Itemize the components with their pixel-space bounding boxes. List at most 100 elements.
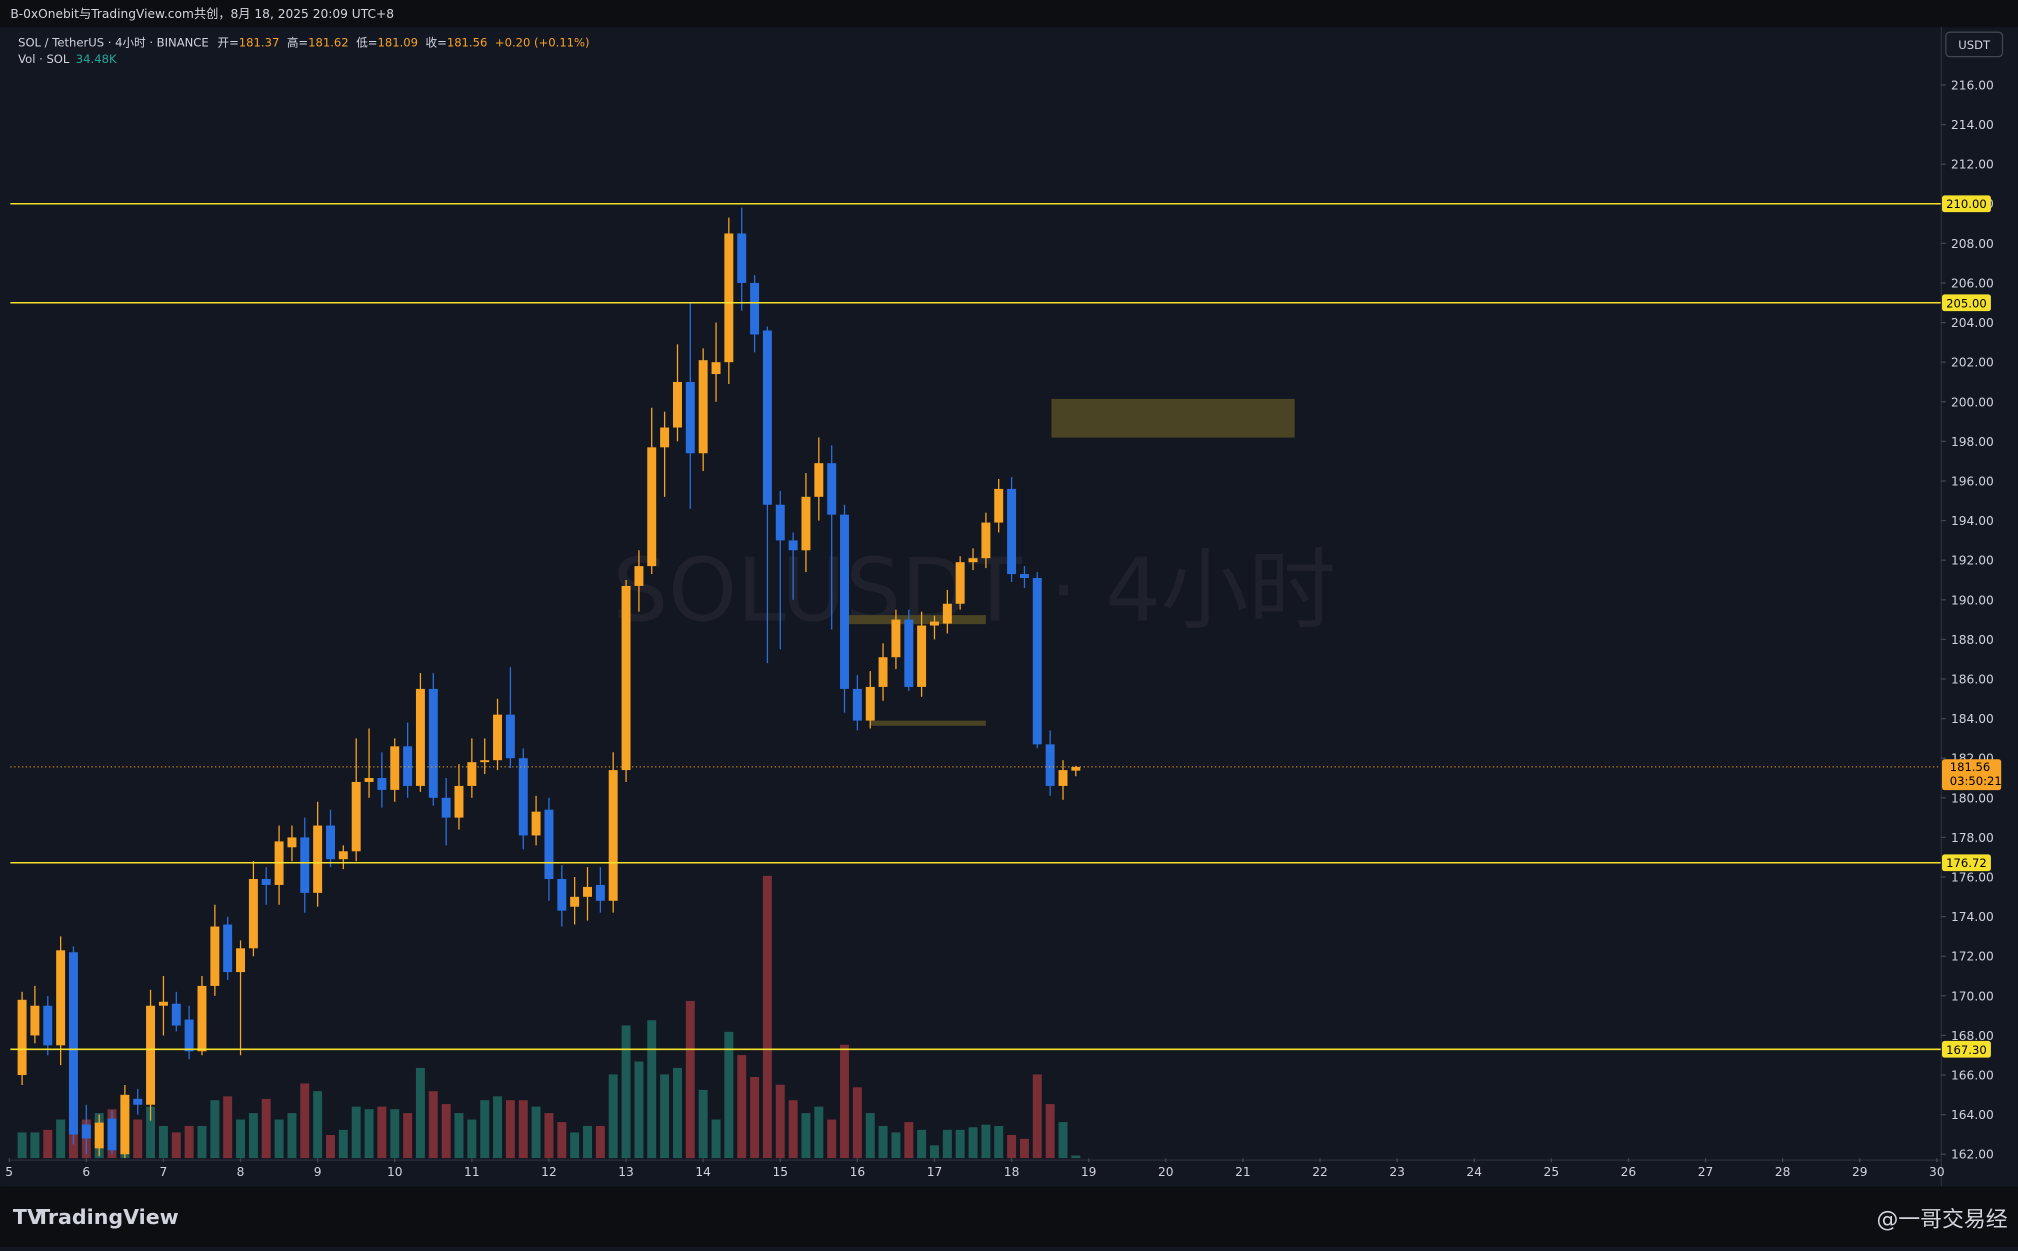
x-tick-label: 25 [1544,1165,1560,1179]
currency-button[interactable] [1945,31,2004,58]
volume-bar [338,1129,348,1159]
volume-bar [942,1129,952,1159]
candle-body [865,686,875,721]
volume-bar [801,1113,811,1159]
volume-bar [197,1125,207,1159]
candle-body [68,952,78,1135]
candle-body [930,621,939,626]
candle-body [351,781,361,852]
candle-body [583,886,592,897]
volume-bar [762,875,772,1159]
volume-bar [364,1109,374,1159]
volume-bar [904,1122,914,1159]
candle-body [313,825,323,893]
candle-body [480,760,490,763]
plot-area [17,207,1081,1159]
candle-body [390,746,400,790]
x-tick-label: 7 [160,1165,168,1179]
x-tick-label: 14 [695,1165,711,1179]
level-label: 210.00 [1946,197,1987,211]
zone-box [848,615,986,625]
y-tick-label: 216.00 [1951,78,1994,92]
volume-bar [248,1113,258,1159]
volume-bar [287,1113,297,1159]
ohlc-value: 181.09 [377,35,418,49]
x-tick-label: 9 [314,1165,322,1179]
volume-bar [184,1125,194,1159]
y-tick-label: 204.00 [1951,316,1994,330]
y-tick-label: 184.00 [1951,712,1994,726]
ohlc-key: 开= [218,35,239,49]
zone-box [870,720,986,726]
volume-legend: Vol · SOL 34.48K [18,52,117,66]
volume-bar [133,1119,143,1159]
volume-bar [158,1125,168,1159]
candle-body [942,603,952,624]
ohlc-key: 低= [356,35,377,49]
volume-bar [570,1132,580,1159]
candle-body [711,362,721,375]
x-tick-label: 27 [1698,1165,1714,1179]
level-label: 205.00 [1946,296,1987,310]
volume-bar [351,1106,361,1159]
x-tick-label: 18 [1004,1165,1020,1179]
volume-bar [557,1122,567,1159]
candle-body [17,999,27,1076]
candle-body [775,504,785,541]
level-label-bg [1941,1040,1991,1058]
candle-body [647,447,657,567]
candle-body [621,585,631,771]
last-price-bg [1941,759,2002,791]
volume-bar [968,1127,978,1159]
volume-bar [544,1113,554,1159]
volume-bar [698,1089,708,1159]
candle-body [467,762,477,786]
y-tick-label: 196.00 [1951,474,1994,488]
volume-bar [313,1091,323,1159]
volume-bar [711,1119,721,1159]
y-tick-label: 198.00 [1951,435,1994,449]
volume-bar [608,1074,618,1159]
level-label-bg [1941,195,1991,213]
y-tick-label: 166.00 [1951,1069,1994,1083]
volume-bar [428,1091,438,1159]
y-tick-label: 192.00 [1951,554,1994,568]
volume-bar [981,1124,991,1159]
volume-bar [583,1125,592,1159]
candle-body [197,985,207,1052]
y-tick-label: 212.00 [1951,158,1994,172]
volume-bar [1045,1104,1055,1159]
volume-bar [454,1113,464,1159]
candle-body [762,330,772,505]
candle-body [120,1094,130,1155]
candle-body [917,625,927,687]
currency[interactable]: USDT [1958,38,1991,52]
candle-body [287,837,297,848]
ohlc-key: 高= [287,35,308,49]
ohlc-value: 181.56 [447,35,488,49]
volume-bar [788,1100,798,1159]
volume-bar [673,1067,682,1159]
ohlc-value: 181.37 [239,35,280,49]
y-tick-label: 206.00 [1951,276,1994,290]
candle-body [56,950,66,1046]
volume-value: 34.48K [76,52,117,66]
attribution: B-0xOnebit与TradingView.com共创，8月 18, 2025… [10,7,394,21]
candle-body [107,1118,117,1151]
candle-body [698,360,708,454]
candle-body [505,714,515,759]
volume-bar [505,1100,515,1159]
candle-body [236,948,246,973]
change: +0.20 (+0.11%) [495,35,590,49]
plot: 162.00 164.00 166.00 168.00 170.00 172.00 174.… [5,78,2001,1179]
volume-bar [43,1129,53,1159]
y-tick-label: 172.00 [1951,950,1994,964]
volume-bar [724,1031,734,1159]
volume-bar [17,1132,27,1159]
volume-bar [955,1129,965,1159]
candle-body [171,1003,181,1026]
candle-body [904,619,914,687]
candle-body [94,1122,104,1149]
candle-body [994,488,1004,523]
